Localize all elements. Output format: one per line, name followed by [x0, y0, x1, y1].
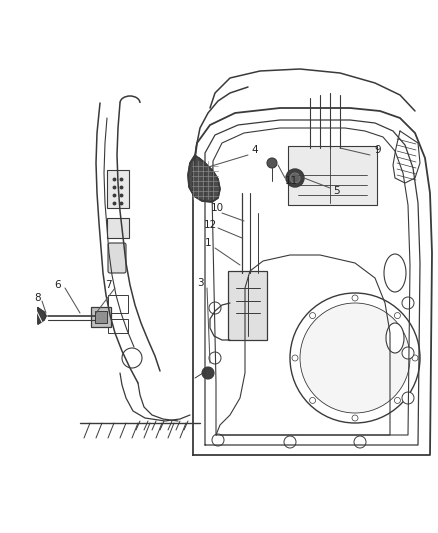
FancyBboxPatch shape	[228, 271, 267, 340]
Circle shape	[300, 303, 410, 413]
Circle shape	[290, 293, 420, 423]
Text: 6: 6	[55, 280, 61, 290]
Circle shape	[292, 355, 298, 361]
Polygon shape	[38, 308, 46, 324]
Circle shape	[352, 415, 358, 421]
Text: 4: 4	[252, 145, 258, 155]
Ellipse shape	[386, 323, 404, 353]
Text: 7: 7	[105, 280, 111, 290]
Text: 3: 3	[197, 278, 203, 288]
Circle shape	[395, 398, 400, 403]
Ellipse shape	[384, 254, 406, 292]
Circle shape	[310, 398, 315, 403]
Circle shape	[352, 295, 358, 301]
Text: 10: 10	[210, 203, 223, 213]
Text: 9: 9	[374, 145, 381, 155]
Circle shape	[402, 297, 414, 309]
Circle shape	[290, 173, 300, 183]
FancyBboxPatch shape	[108, 243, 126, 273]
Circle shape	[402, 347, 414, 359]
Circle shape	[395, 312, 400, 319]
Circle shape	[310, 312, 315, 319]
FancyBboxPatch shape	[107, 170, 129, 208]
FancyBboxPatch shape	[107, 218, 129, 238]
Circle shape	[202, 367, 214, 379]
Circle shape	[267, 158, 277, 168]
Circle shape	[402, 392, 414, 404]
Circle shape	[212, 434, 224, 446]
Circle shape	[209, 352, 221, 364]
FancyBboxPatch shape	[108, 319, 128, 333]
Text: 11: 11	[284, 176, 298, 186]
Circle shape	[412, 355, 418, 361]
Text: 5: 5	[334, 186, 340, 196]
FancyBboxPatch shape	[91, 307, 111, 327]
Text: 8: 8	[35, 293, 41, 303]
Circle shape	[122, 348, 142, 368]
FancyBboxPatch shape	[95, 311, 107, 323]
Circle shape	[284, 436, 296, 448]
FancyBboxPatch shape	[108, 295, 128, 313]
FancyBboxPatch shape	[288, 146, 377, 205]
Circle shape	[354, 436, 366, 448]
Text: 1: 1	[205, 238, 211, 248]
Text: 12: 12	[203, 220, 217, 230]
Circle shape	[286, 169, 304, 187]
Polygon shape	[188, 155, 220, 202]
Circle shape	[209, 302, 221, 314]
